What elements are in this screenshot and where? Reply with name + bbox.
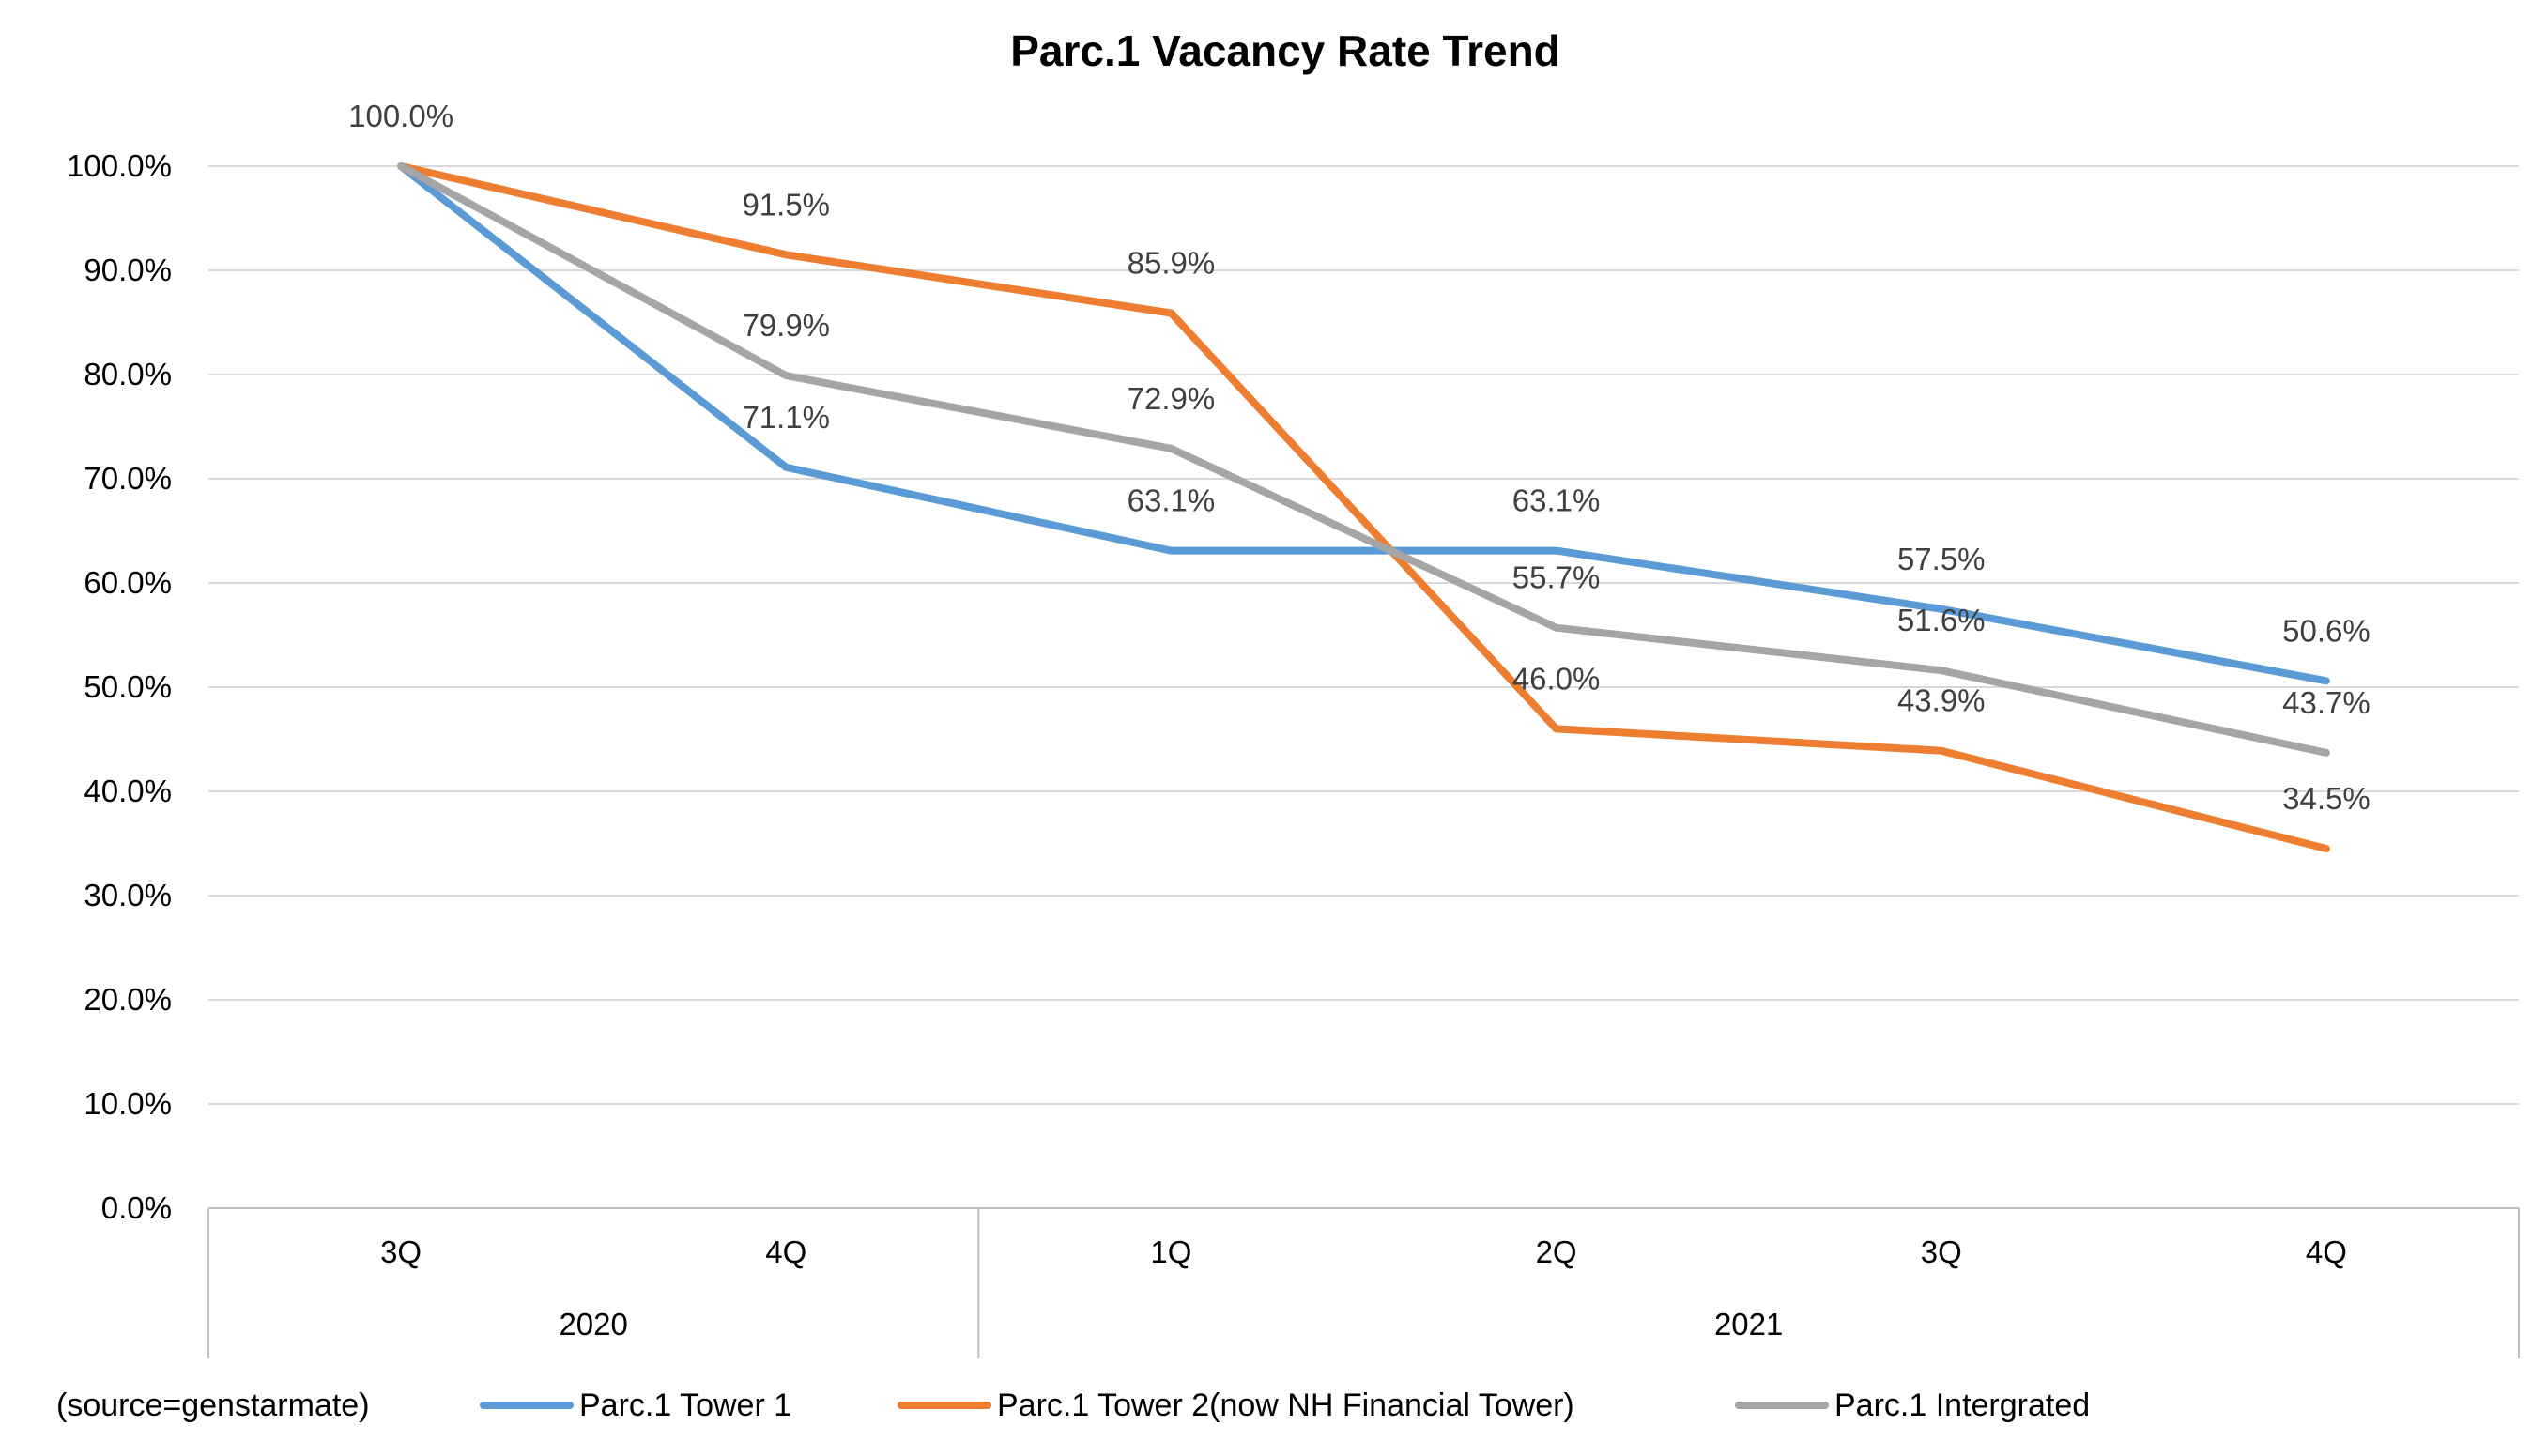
x-group-label: 2021 bbox=[1714, 1307, 1783, 1341]
legend-entry: Parc.1 Tower 1 bbox=[579, 1387, 791, 1423]
y-tick-label: 0.0% bbox=[101, 1190, 172, 1225]
data-label: 100.0% bbox=[348, 99, 453, 133]
series-line-1 bbox=[397, 162, 2330, 685]
x-tick-label: 1Q bbox=[1150, 1234, 1191, 1269]
legend-entry: Parc.1 Tower 2(now NH Financial Tower) bbox=[997, 1387, 1574, 1423]
y-axis-ticks: 0.0% 10.0% 20.0% 30.0% 40.0% 50.0% 60.0% 70.0% 8… bbox=[67, 148, 172, 1225]
x-tick-label: 4Q bbox=[765, 1234, 806, 1269]
legend: Parc.1 Tower 1 Parc.1 Tower 2(now NH Fina… bbox=[480, 1387, 2090, 1423]
gridlines bbox=[208, 165, 2519, 1105]
y-tick-label: 70.0% bbox=[84, 461, 172, 496]
data-labels: 71.1% 63.1% 63.1% 57.5% 50.6% 100.0% 91.5% 85.9… bbox=[348, 99, 2371, 816]
data-label: 63.1% bbox=[1128, 483, 1216, 518]
series-line-2 bbox=[397, 162, 2330, 852]
x-tick-label: 3Q bbox=[380, 1234, 422, 1269]
y-tick-label: 100.0% bbox=[67, 148, 172, 183]
data-label: 34.5% bbox=[2282, 781, 2371, 816]
x-tick-label: 4Q bbox=[2306, 1234, 2347, 1269]
data-label: 43.7% bbox=[2282, 685, 2371, 720]
data-label: 50.6% bbox=[2282, 613, 2371, 648]
x-group-label: 2020 bbox=[559, 1307, 627, 1341]
data-label: 85.9% bbox=[1128, 246, 1216, 281]
y-tick-label: 60.0% bbox=[84, 565, 172, 600]
y-tick-label: 50.0% bbox=[84, 669, 172, 704]
series-line-3 bbox=[397, 162, 2330, 757]
data-label: 72.9% bbox=[1128, 381, 1216, 416]
y-tick-label: 10.0% bbox=[84, 1086, 172, 1121]
source-annotation: (source=genstarmate) bbox=[56, 1387, 370, 1423]
data-label: 55.7% bbox=[1512, 560, 1601, 595]
x-tick-label: 2Q bbox=[1536, 1234, 1577, 1269]
y-tick-label: 20.0% bbox=[84, 982, 172, 1017]
data-label: 91.5% bbox=[742, 187, 830, 222]
y-tick-label: 30.0% bbox=[84, 878, 172, 912]
chart-title: Parc.1 Vacancy Rate Trend bbox=[1010, 26, 1560, 75]
data-label: 63.1% bbox=[1512, 483, 1601, 518]
legend-entry: Parc.1 Intergrated bbox=[1834, 1387, 2090, 1423]
y-tick-label: 40.0% bbox=[84, 774, 172, 808]
axes bbox=[207, 1207, 2520, 1358]
data-label: 79.9% bbox=[742, 308, 830, 343]
x-axis-ticks: 2020 2021 3Q 4Q 1Q 2Q 3Q 4Q bbox=[380, 1234, 2347, 1341]
data-label: 51.6% bbox=[1897, 603, 1986, 637]
y-tick-label: 80.0% bbox=[84, 357, 172, 391]
x-tick-label: 3Q bbox=[1921, 1234, 1962, 1269]
data-label: 46.0% bbox=[1512, 661, 1601, 696]
y-tick-label: 90.0% bbox=[84, 253, 172, 287]
data-label: 43.9% bbox=[1897, 683, 1986, 718]
data-label: 57.5% bbox=[1897, 542, 1986, 576]
series-lines bbox=[397, 162, 2330, 852]
data-label: 71.1% bbox=[742, 400, 830, 435]
